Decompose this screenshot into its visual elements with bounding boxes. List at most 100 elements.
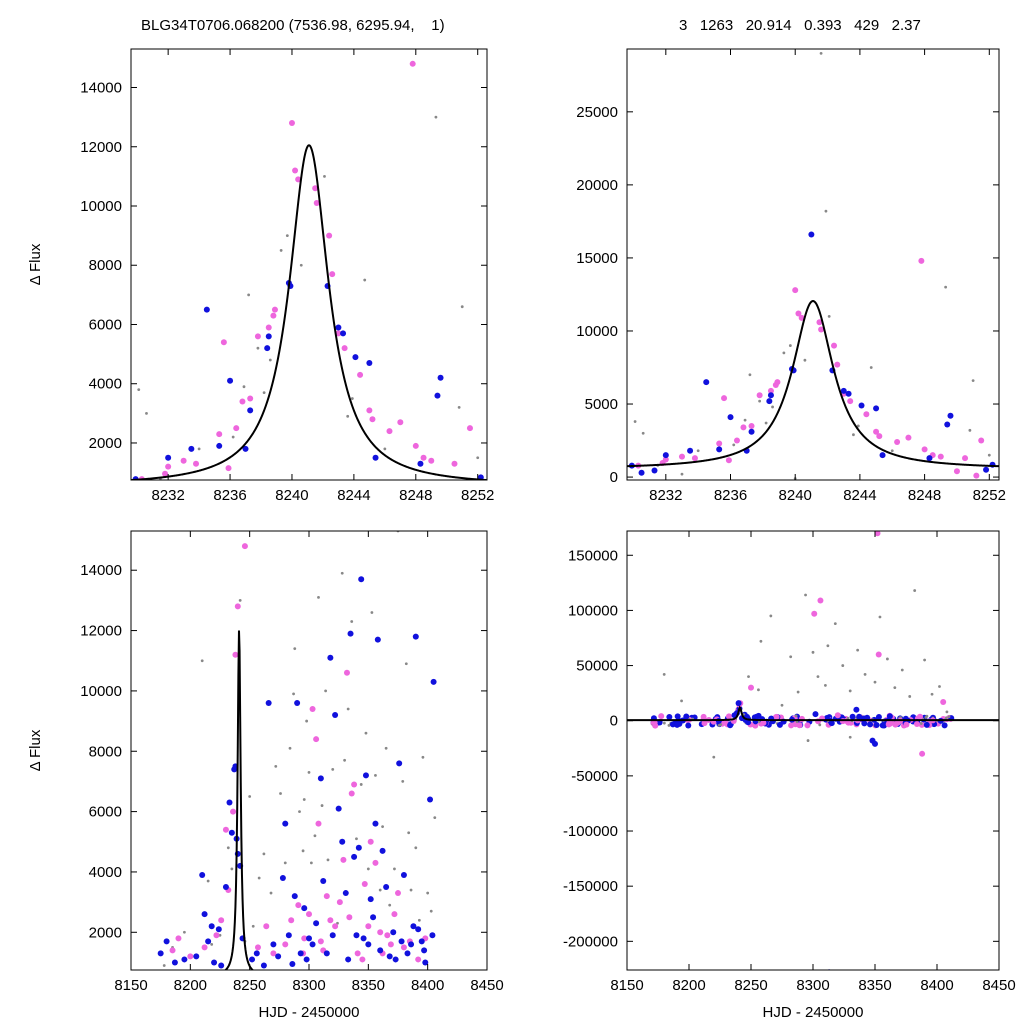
x-tick-label: 8248: [908, 487, 941, 504]
gray-point: [913, 589, 917, 592]
blue-point: [215, 926, 222, 933]
gray-point: [947, 715, 951, 719]
magenta-point: [309, 706, 316, 713]
gray-point: [748, 373, 752, 377]
blue-point: [812, 711, 819, 718]
blue-point: [171, 959, 178, 966]
magenta-point: [834, 361, 841, 368]
gray-point: [343, 758, 346, 762]
gray-point: [364, 731, 368, 735]
magenta-point: [817, 597, 824, 604]
magenta-point: [315, 820, 322, 827]
gray-point: [305, 719, 309, 723]
magenta-point: [792, 287, 799, 294]
blue-point: [372, 454, 379, 461]
gray-point: [811, 650, 815, 654]
blue-point: [335, 805, 342, 812]
magenta-point: [193, 460, 200, 467]
magenta-point: [180, 457, 187, 464]
x-tick-label: 8244: [337, 487, 370, 504]
blue-point: [294, 699, 301, 706]
magenta-point: [270, 950, 277, 957]
blue-point: [386, 953, 393, 960]
blue-point: [228, 829, 235, 836]
gray-point: [256, 346, 260, 350]
y-tick-label: -200000: [563, 933, 618, 950]
magenta-point: [795, 310, 802, 317]
gray-point: [210, 942, 214, 946]
gray-point: [758, 399, 762, 403]
blue-point: [735, 700, 742, 707]
blue-point: [703, 379, 710, 386]
blue-point: [289, 960, 296, 967]
gray-point: [248, 795, 252, 798]
magenta-point: [323, 893, 330, 900]
blue-point: [247, 407, 254, 414]
gray-point: [680, 472, 684, 476]
gray-point: [313, 834, 317, 838]
gray-point: [633, 420, 637, 423]
gray-point: [355, 837, 358, 841]
gray-point: [667, 724, 671, 727]
magenta-point: [372, 859, 379, 866]
gray-point: [257, 876, 261, 880]
y-tick-label: 15000: [576, 250, 618, 267]
magenta-point: [230, 808, 237, 815]
gray-point: [366, 867, 370, 871]
magenta-point: [978, 437, 985, 444]
gray-point: [363, 278, 367, 282]
gray-point: [283, 861, 287, 865]
magenta-point: [326, 232, 333, 239]
magenta-point: [263, 923, 270, 930]
magenta-point: [863, 411, 870, 418]
x-tick-label: 8250: [233, 977, 266, 994]
blue-point: [352, 354, 359, 361]
magenta-point: [265, 324, 272, 331]
gray-point: [317, 595, 320, 599]
x-tick-label: 8232: [151, 487, 184, 504]
blue-point: [858, 402, 865, 409]
blue-point: [377, 947, 384, 954]
magenta-point: [678, 453, 685, 460]
gray-point: [340, 571, 344, 575]
magenta-point: [831, 342, 838, 349]
blue-point: [351, 853, 358, 860]
gray-point: [302, 798, 306, 801]
blue-point: [418, 938, 425, 945]
gray-point: [824, 209, 828, 213]
magenta-point: [798, 314, 805, 321]
gray-point: [242, 385, 246, 389]
magenta-point: [420, 454, 427, 461]
blue-point: [840, 387, 847, 394]
x-tick-label: 8200: [174, 977, 207, 994]
magenta-point: [876, 433, 883, 440]
gray-point: [346, 707, 350, 711]
gray-point: [878, 615, 882, 619]
magenta-point: [282, 941, 289, 948]
blue-point: [873, 722, 880, 729]
magenta-point: [662, 456, 669, 463]
y-tick-label: 8000: [89, 743, 122, 760]
x-tick-label: 8236: [714, 487, 747, 504]
axes-frame: [130, 530, 488, 971]
x-tick-label: 8350: [858, 977, 891, 994]
magenta-point: [760, 719, 767, 726]
gray-point: [796, 690, 800, 694]
blue-point: [242, 445, 249, 452]
panel-bottom-left: 8150 8200 8250 8300 8350 8400 8450 2000 4000 6000…: [27, 530, 504, 1021]
magenta-point: [295, 176, 302, 183]
gray-point: [846, 716, 850, 720]
gray-point: [816, 675, 820, 678]
magenta-point: [377, 929, 384, 936]
blue-point: [638, 469, 645, 476]
y-tick-label: 10000: [80, 683, 122, 700]
blue-point: [317, 775, 324, 782]
blue-point: [372, 820, 379, 827]
magenta-point: [317, 938, 324, 945]
blue-point: [309, 941, 316, 948]
blue-point: [253, 950, 260, 957]
gray-point: [268, 358, 272, 362]
magenta-point: [306, 911, 312, 918]
gray-point: [162, 964, 166, 967]
